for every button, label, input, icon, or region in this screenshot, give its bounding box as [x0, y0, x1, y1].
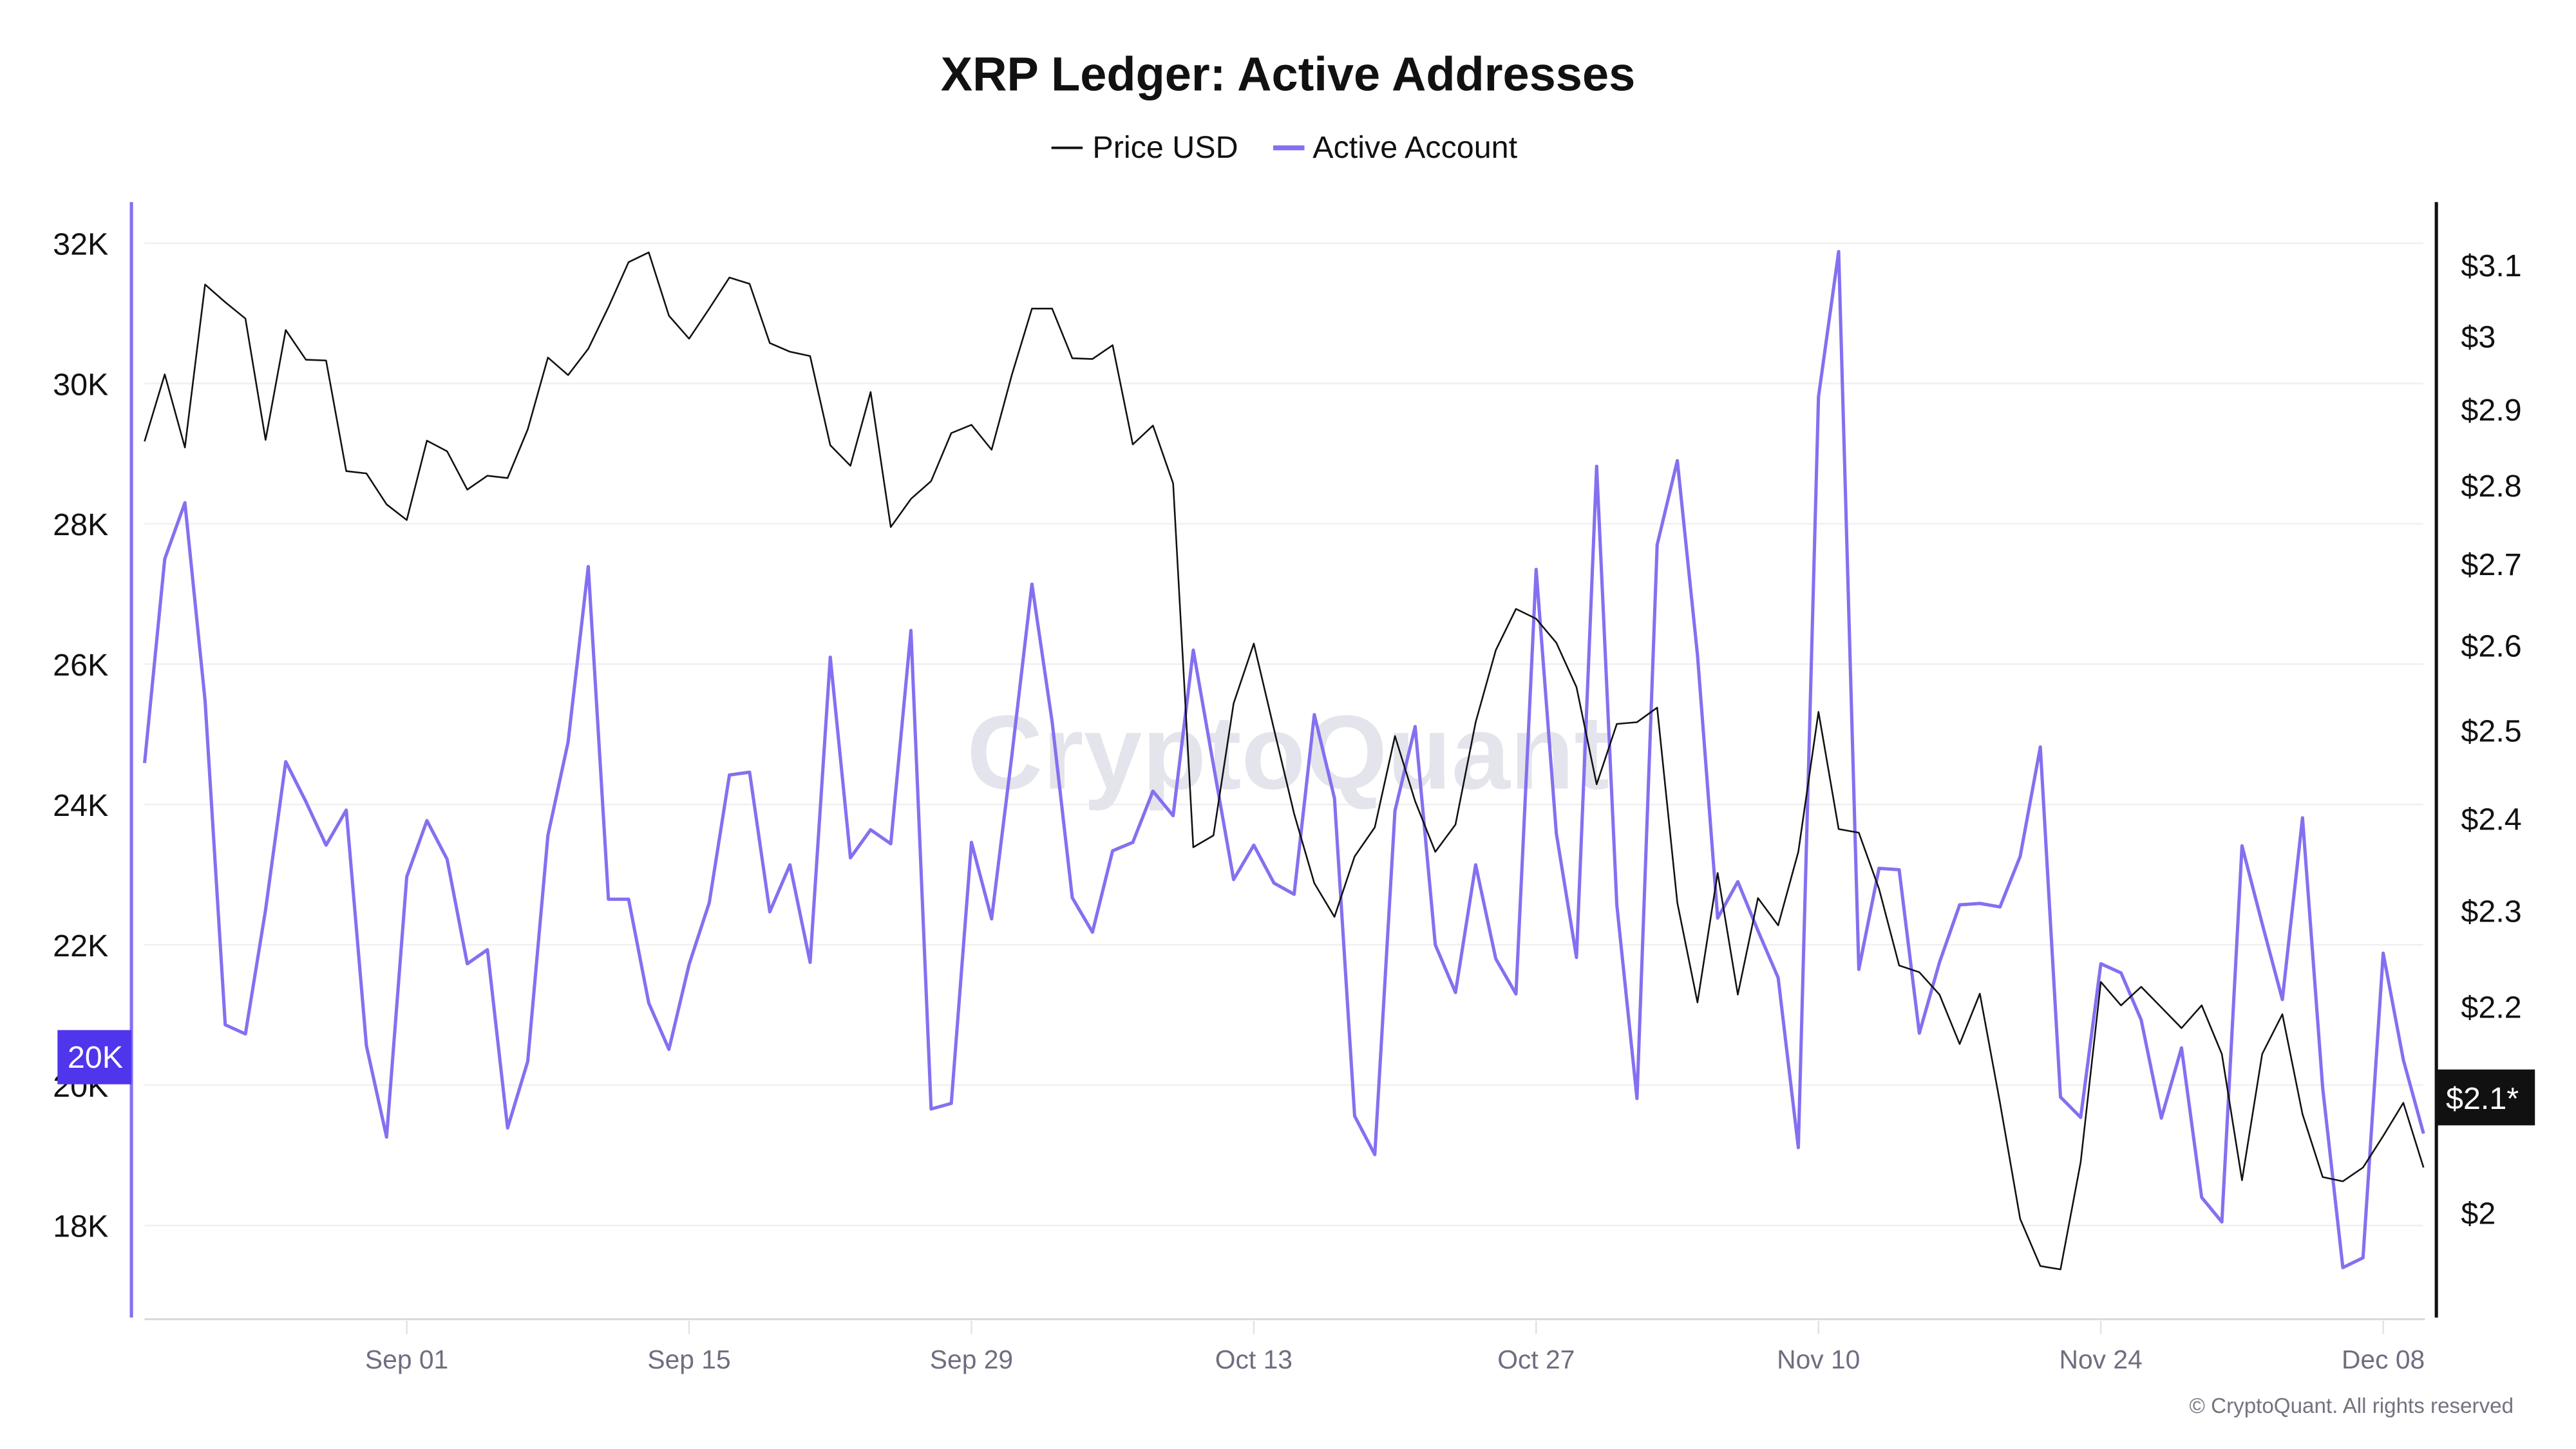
legend: Price USD Active Account	[1051, 130, 1518, 165]
x-tick-label: Nov 10	[1777, 1345, 1860, 1374]
left-axis-badge: 20K	[57, 1030, 132, 1084]
x-tick-label: Dec 08	[2342, 1345, 2425, 1374]
watermark: CryptoQuant	[967, 693, 1609, 811]
left-y-tick-label: 28K	[53, 507, 108, 542]
left-axis-badge-text: 20K	[68, 1040, 123, 1075]
chart-title: XRP Ledger: Active Addresses	[941, 47, 1635, 100]
copyright-footer: © CryptoQuant. All rights reserved	[2189, 1394, 2514, 1418]
right-axis-badge-bg	[2436, 1069, 2535, 1126]
legend-item-active[interactable]: Active Account	[1273, 130, 1518, 165]
legend-label-price: Price USD	[1092, 130, 1238, 165]
x-tick-label: Nov 24	[2060, 1345, 2143, 1374]
right-axis-badge-text: $2.1*	[2446, 1081, 2519, 1116]
legend-label-active: Active Account	[1312, 130, 1517, 165]
legend-item-price[interactable]: Price USD	[1051, 130, 1238, 165]
right-y-tick-label: $2.4	[2461, 802, 2521, 837]
x-tick-label: Sep 15	[647, 1345, 730, 1374]
x-axis-ticks: Sep 01 Sep 15 Sep 29 Oct 13 Oct 27 Nov 10 Nov …	[365, 1321, 2425, 1374]
left-y-tick-label: 26K	[53, 648, 108, 683]
right-y-tick-label: $2.8	[2461, 469, 2521, 504]
right-y-tick-label: $3.1	[2461, 249, 2521, 283]
left-y-tick-label: 22K	[53, 929, 108, 963]
x-tick-label: Sep 01	[365, 1345, 448, 1374]
left-y-tick-label: 32K	[53, 227, 108, 261]
left-y-tick-label: 30K	[53, 367, 108, 402]
x-tick-label: Oct 27	[1497, 1345, 1575, 1374]
series-line-active-account	[142, 250, 2425, 1269]
right-y-tick-label: $2.5	[2461, 714, 2521, 748]
right-y-tick-label: $2.7	[2461, 547, 2521, 582]
right-axis-badge: $2.1*	[2436, 1069, 2535, 1126]
x-tick-label: Sep 29	[930, 1345, 1013, 1374]
right-y-axis-ticks: $3.1 $3 $2.9 $2.8 $2.7 $2.6 $2.5 $2.4 $2.3 $2.2 $2	[2461, 249, 2521, 1231]
left-axis-badge-bg	[57, 1030, 132, 1084]
grid-lines	[144, 242, 2423, 1227]
right-y-tick-label: $2.9	[2461, 393, 2521, 428]
right-y-tick-label: $3	[2461, 319, 2496, 354]
series-line-price-usd	[144, 251, 2425, 1271]
right-y-tick-label: $2.2	[2461, 990, 2521, 1025]
right-y-tick-label: $2.3	[2461, 894, 2521, 929]
left-y-tick-label: 24K	[53, 788, 108, 823]
right-y-tick-label: $2	[2461, 1197, 2496, 1231]
x-tick-label: Oct 13	[1215, 1345, 1293, 1374]
right-y-tick-label: $2.6	[2461, 629, 2521, 664]
left-y-tick-label: 18K	[53, 1209, 108, 1244]
